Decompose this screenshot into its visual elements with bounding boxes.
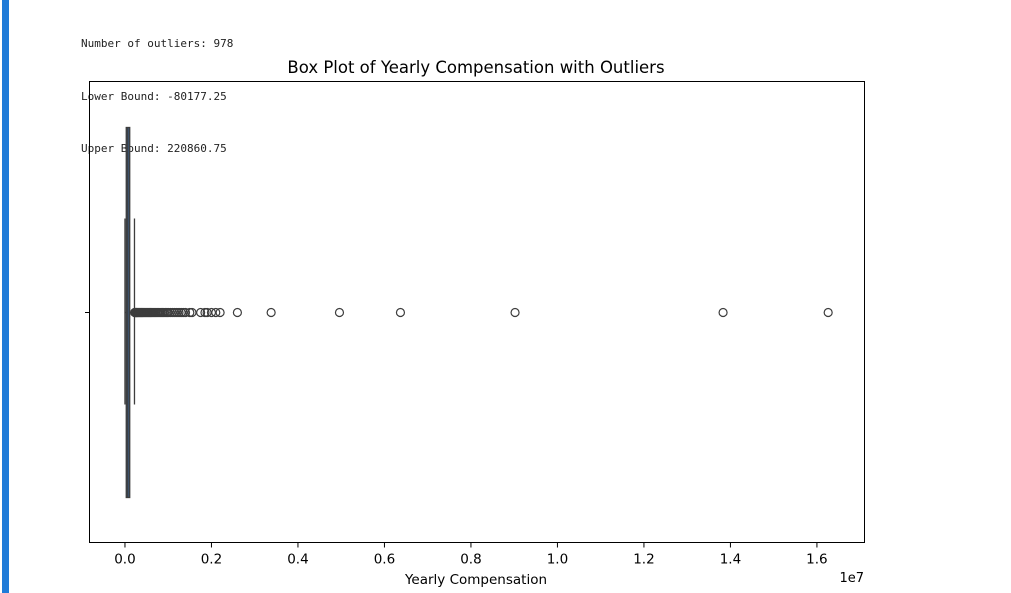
- plot-frame: [89, 81, 865, 543]
- outlier-point: [718, 307, 728, 318]
- outlier-point: [215, 307, 225, 318]
- outlier-point: [211, 307, 221, 318]
- x-tick-label: 1.4: [720, 552, 741, 568]
- x-tick-label: 0.8: [460, 552, 481, 568]
- outlier-point: [180, 307, 191, 318]
- outlier-point: [334, 307, 345, 318]
- outlier-points: [130, 307, 833, 318]
- outlier-point: [232, 307, 243, 318]
- chart-title: Box Plot of Yearly Compensation with Out…: [287, 58, 664, 77]
- x-tick-label: 1.6: [806, 552, 827, 568]
- x-axis-offset-text: 1e7: [839, 571, 864, 586]
- x-tick-label: 1.0: [547, 552, 568, 568]
- x-tick-label: 0.6: [374, 552, 395, 568]
- x-tick-label: 0.0: [114, 552, 135, 568]
- lower-bound-line: Lower Bound: -80177.25: [81, 89, 227, 103]
- outlier-point: [187, 307, 197, 318]
- x-tick-label: 0.2: [201, 552, 222, 568]
- outlier-point: [196, 307, 206, 318]
- outlier-point: [266, 307, 276, 318]
- x-tick-label: 0.4: [287, 552, 308, 568]
- cell-selection-bar[interactable]: [2, 0, 9, 593]
- outlier-point: [202, 307, 212, 318]
- outlier-point: [395, 307, 406, 318]
- x-tick-label: 1.2: [633, 552, 654, 568]
- outlier-point: [206, 307, 217, 318]
- x-axis-label: Yearly Compensation: [404, 572, 547, 588]
- outlier-point: [823, 307, 833, 318]
- outlier-count-line: Number of outliers: 978: [81, 37, 234, 50]
- outlier-point: [510, 307, 520, 318]
- x-axis: 0.0 0.2 0.4 0.6 0.8 1.0 1.2 1.4 1.6: [114, 542, 828, 568]
